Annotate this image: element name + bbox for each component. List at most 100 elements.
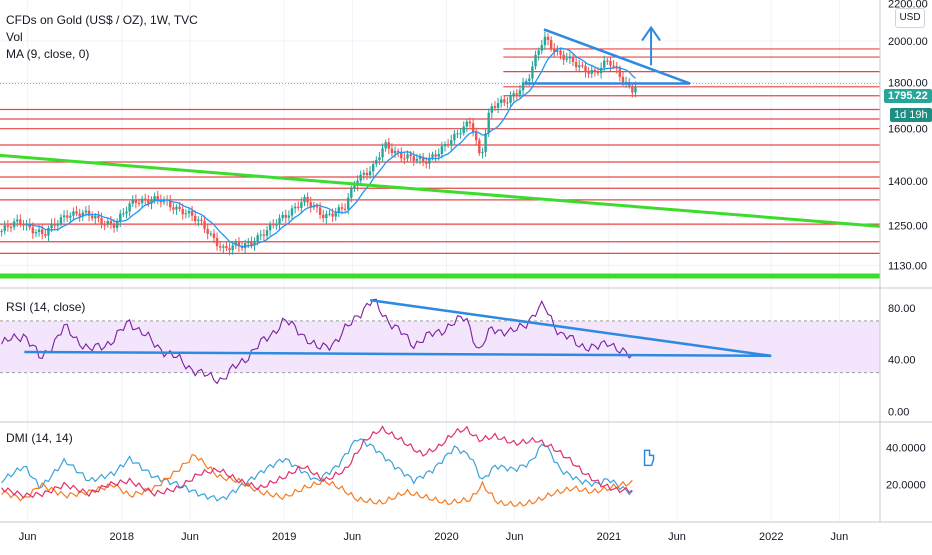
dmi-legend[interactable]: DMI (14, 14) bbox=[6, 431, 73, 445]
pane-separators[interactable] bbox=[0, 0, 932, 523]
candle-body bbox=[237, 242, 241, 247]
time-tick-label: 2022 bbox=[759, 531, 783, 543]
candle-body bbox=[250, 241, 253, 246]
candle-body bbox=[612, 65, 615, 67]
time-axis[interactable]: Jun 2018 Jun 2019 Jun 2020 Jun 2021 Jun 2022 Jun bbox=[19, 531, 849, 543]
candle-body bbox=[459, 133, 462, 135]
candle-body bbox=[137, 202, 141, 204]
candle-body bbox=[131, 199, 134, 204]
candle-body bbox=[431, 154, 434, 158]
dmi-axis[interactable]: 40.0000 20.0000 bbox=[886, 442, 926, 491]
currency-button[interactable]: USD bbox=[895, 8, 925, 28]
candle-body bbox=[47, 228, 50, 236]
time-tick-label: Jun bbox=[831, 531, 849, 543]
price-tick-label: 2000.00 bbox=[888, 36, 928, 48]
candle-body bbox=[512, 93, 515, 97]
candle-body bbox=[493, 106, 497, 108]
candle-body bbox=[471, 123, 475, 133]
candle-body bbox=[387, 142, 390, 149]
candle-body bbox=[231, 245, 234, 251]
candle-body bbox=[375, 159, 378, 165]
candle-body bbox=[475, 132, 478, 141]
candle-body bbox=[9, 226, 13, 228]
candle-body bbox=[272, 224, 275, 226]
candle-body bbox=[453, 133, 456, 141]
candle-body bbox=[228, 248, 231, 251]
candle-body bbox=[406, 154, 409, 159]
candle-body bbox=[0, 231, 3, 233]
trend-drawings[interactable] bbox=[0, 25, 881, 228]
candle-body bbox=[556, 50, 559, 52]
candle-body bbox=[69, 215, 72, 218]
candle-body bbox=[293, 206, 297, 209]
candle-body bbox=[603, 60, 606, 68]
support-resistance-lines[interactable] bbox=[0, 48, 880, 279]
candle-body bbox=[281, 214, 284, 219]
descending-trendline[interactable] bbox=[0, 153, 881, 228]
rsi-upper-trendline[interactable] bbox=[370, 298, 772, 358]
candle-body bbox=[571, 56, 575, 62]
candle-body bbox=[100, 218, 103, 225]
candle-body bbox=[97, 215, 100, 219]
candle-body bbox=[403, 158, 406, 160]
candle-body bbox=[53, 223, 56, 226]
candle-body bbox=[268, 224, 272, 231]
candle-body bbox=[368, 171, 372, 176]
rsi-tick-label: 0.00 bbox=[888, 407, 909, 419]
time-tick-label: Jun bbox=[343, 531, 361, 543]
candle-body bbox=[81, 212, 85, 217]
candle-body bbox=[562, 54, 565, 60]
candle-body bbox=[390, 148, 394, 154]
rsi-indicator bbox=[0, 298, 880, 385]
candle-body bbox=[359, 174, 362, 181]
volume-legend[interactable]: Vol bbox=[6, 30, 23, 44]
price-tick-label: 1600.00 bbox=[888, 124, 928, 136]
dmi-adx-line bbox=[1, 425, 633, 499]
candle-body bbox=[409, 154, 412, 157]
candle-body bbox=[84, 210, 88, 213]
candle-body bbox=[297, 206, 300, 208]
candle-body bbox=[140, 198, 144, 204]
candle-body bbox=[381, 148, 384, 158]
candle-body bbox=[634, 86, 637, 93]
candle-body bbox=[337, 207, 341, 213]
candle-body bbox=[412, 156, 415, 161]
dmi-indicator bbox=[1, 425, 655, 507]
candle-body bbox=[16, 219, 19, 222]
candle-body bbox=[109, 221, 113, 224]
time-tick-label: Jun bbox=[668, 531, 686, 543]
candle-body bbox=[509, 96, 512, 103]
candle-body bbox=[609, 60, 612, 66]
candle-body bbox=[578, 65, 581, 68]
rsi-legend[interactable]: RSI (14, close) bbox=[6, 300, 86, 314]
rsi-lower-trendline[interactable] bbox=[24, 350, 772, 358]
candle-body bbox=[50, 223, 53, 229]
rsi-axis[interactable]: 80.00 40.00 0.00 bbox=[888, 303, 916, 419]
candle-body bbox=[428, 157, 431, 164]
candle-body bbox=[190, 210, 194, 216]
candle-body bbox=[247, 241, 250, 244]
candle-body bbox=[334, 212, 337, 217]
candle-body bbox=[212, 233, 216, 239]
dmi-tick-label: 20.0000 bbox=[886, 480, 926, 492]
candle-body bbox=[22, 223, 25, 226]
breakout-arrow-head[interactable] bbox=[641, 25, 661, 42]
candle-body bbox=[65, 215, 69, 218]
candle-body bbox=[275, 224, 278, 226]
triangle-upper-line[interactable] bbox=[543, 28, 691, 85]
last-price-label: 1795.22 bbox=[884, 89, 932, 103]
candle-body bbox=[365, 172, 369, 176]
ma-legend[interactable]: MA (9, close, 0) bbox=[6, 47, 90, 61]
candle-body bbox=[106, 221, 109, 225]
candle-body bbox=[521, 82, 525, 91]
candle-body bbox=[546, 36, 550, 41]
candle-body bbox=[524, 81, 528, 83]
time-tick-label: 2021 bbox=[597, 531, 621, 543]
candle-body bbox=[540, 45, 543, 51]
time-tick-label: Jun bbox=[181, 531, 199, 543]
price-axis[interactable]: 2200.00 2000.00 1800.00 1600.00 1400.00 1250.… bbox=[888, 0, 928, 272]
candle-body bbox=[134, 199, 138, 203]
symbol-title[interactable]: CFDs on Gold (US$ / OZ), 1W, TVC bbox=[6, 13, 198, 27]
